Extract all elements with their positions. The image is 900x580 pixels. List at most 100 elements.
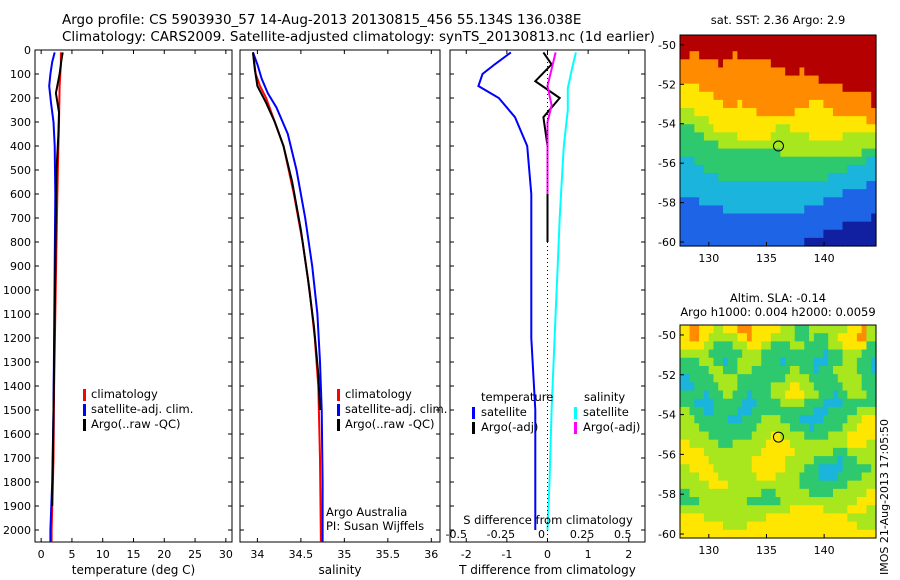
map-cell [852,398,858,408]
map-cell [737,415,743,424]
map-frame [679,34,877,247]
map-cell [832,431,839,441]
map-cell [727,148,734,158]
map-cell [699,431,705,441]
map-cell [756,357,762,367]
legend-label: climatology [91,387,158,401]
map-cell [689,456,695,465]
map-cell [866,390,872,400]
map-cell [799,124,805,133]
map-cell [713,439,719,449]
map-cell [732,480,738,490]
map-cell [813,221,820,231]
depth-tick-label: 600 [10,188,31,201]
map-cell [780,480,786,490]
map-cell [823,140,829,150]
map-cell [770,505,777,515]
map-cell [852,156,858,166]
map-cell [871,221,877,231]
map-cell [708,197,715,207]
map-cell [684,439,691,449]
map-cell [742,156,748,166]
map-cell [751,189,758,198]
map-cell [699,35,705,44]
map-cell [718,213,724,223]
map-cell [756,108,762,117]
map-cell [756,237,762,247]
map-cell [751,464,758,474]
map-cell [737,349,743,359]
map-cell [742,349,748,359]
map-cell [689,374,695,383]
map-cell [756,43,762,52]
map-cell [694,447,700,457]
map-cell [746,349,753,359]
map-cell [732,382,738,392]
map-cell [871,423,877,433]
map-cell [823,398,829,408]
map-cell [775,480,781,490]
map-cell [756,213,762,223]
map-cell [746,148,753,158]
map-cell [813,108,820,117]
map-cell [746,189,753,198]
map-frame [679,324,877,539]
map-cell [866,521,872,531]
map-cell [828,406,834,416]
map-cell [847,447,853,457]
map-cell [732,164,738,174]
map-cell [842,221,848,231]
map-cell [723,497,729,506]
map-cell [727,423,734,433]
map-cell [856,181,863,190]
map-cell [780,406,786,416]
map-cell [804,390,810,400]
map-cell [703,197,710,207]
map-cell [684,205,691,215]
map-cell [756,67,762,77]
map-cell [856,172,863,182]
map-cell [861,357,868,367]
map-cell [689,357,695,367]
map-cell [737,325,743,334]
map-cell [680,365,686,375]
map-cell [713,83,719,93]
map-cell [742,431,748,441]
s-tick-label: 0 [538,528,545,541]
map-cell [684,67,691,77]
map-cell [804,472,810,482]
map-cell [852,237,858,247]
map-cell [837,513,844,523]
map-cell [780,464,786,474]
map-cell [684,423,691,433]
map-cell [789,83,796,93]
map-cell [861,237,868,247]
map-cell [828,431,834,441]
map-cell [780,505,786,515]
map-cell [718,456,724,465]
map-cell [766,67,772,77]
map-cell [780,35,786,44]
map-cell [699,513,705,523]
map-cell [842,529,848,539]
map-cell [756,431,762,441]
map-cell [708,140,715,150]
map-cell [718,382,724,392]
map-cell [837,164,844,174]
map-cell [766,480,772,490]
map-cell [699,99,705,109]
map-cell [732,172,738,182]
map-cell [818,374,825,383]
legend-swatch [337,419,340,431]
map-cell [866,472,872,482]
map-cell [770,156,777,166]
map-cell [856,325,863,334]
s-tick-label: -0.5 [446,528,467,541]
map-cell [871,431,877,441]
map-cell [856,423,863,433]
map-cell [832,197,839,207]
map-cell [742,221,748,231]
map-cell [770,349,777,359]
map-cell [713,237,719,247]
map-cell [761,156,767,166]
